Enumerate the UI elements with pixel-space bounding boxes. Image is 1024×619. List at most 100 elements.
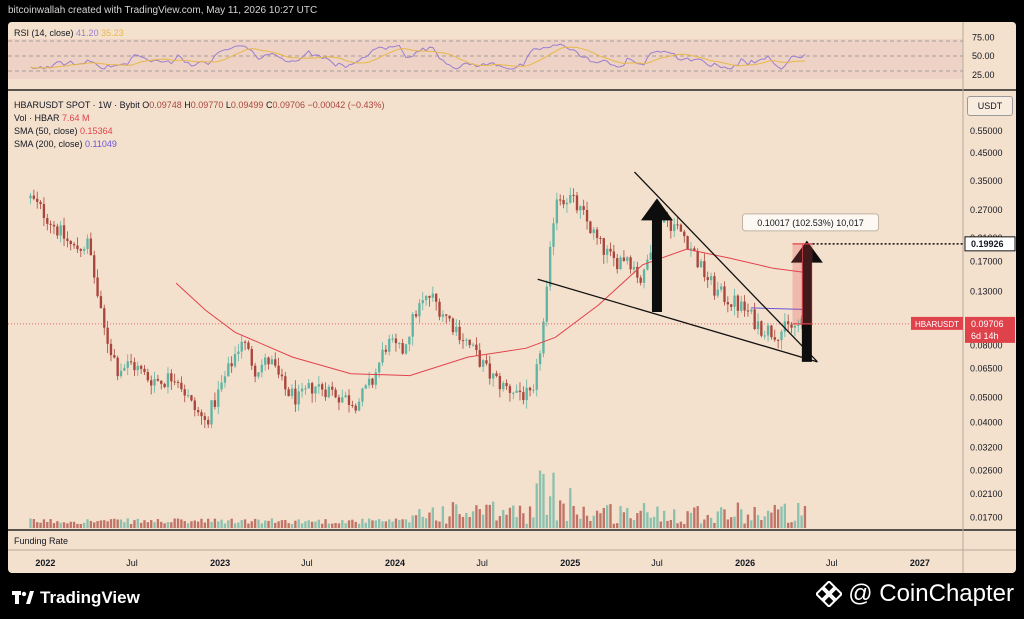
volume-bar: [284, 519, 287, 528]
volume-bar: [260, 523, 264, 528]
volume-bar: [746, 514, 750, 528]
candle-body: [414, 314, 418, 317]
candle-body: [753, 309, 756, 330]
candle-body: [783, 321, 787, 332]
candle-body: [233, 354, 237, 367]
volume-bar: [522, 513, 525, 528]
candle-body: [217, 389, 220, 407]
volume-bar: [548, 496, 552, 528]
symbol-price-tag: HBARUSDT 0.09706 6d 14h: [911, 316, 1015, 343]
volume-bar: [93, 522, 96, 528]
volume-bar: [217, 521, 220, 528]
volume-bar: [264, 520, 267, 528]
candle-body: [93, 255, 96, 278]
volume-bar: [367, 518, 371, 528]
candle-body: [257, 372, 260, 377]
volume-bar: [240, 520, 243, 528]
candle-body: [294, 388, 297, 405]
current-price-tag-box: [965, 316, 1015, 343]
volume-bar: [636, 513, 639, 528]
candle-body: [404, 344, 408, 354]
candle-body: [243, 341, 247, 343]
candle-body: [699, 261, 703, 268]
volume-bar: [89, 520, 93, 528]
volume-bar: [424, 518, 428, 528]
volume-bar: [334, 522, 337, 528]
volume-bar: [193, 520, 196, 528]
candle-body: [733, 295, 736, 307]
volume-bar: [783, 503, 787, 528]
volume-bar: [344, 523, 347, 528]
volume-bar: [398, 520, 401, 528]
candle-body: [773, 337, 776, 340]
price-tick-label: 0.27000: [970, 205, 1003, 215]
volume-bar: [79, 523, 82, 528]
current-price-text: 0.09706: [971, 319, 1004, 329]
close-value: 0.09706: [272, 100, 305, 110]
volume-bar: [455, 504, 458, 528]
candle-body: [750, 309, 753, 312]
volume-bar: [123, 522, 126, 528]
wedge-lower-trendline: [537, 278, 818, 363]
volume-bar: [190, 521, 193, 528]
volume-bar: [589, 520, 592, 528]
candle-body: [32, 195, 36, 199]
volume-bar: [136, 518, 139, 528]
rsi-ma-value: 35.23: [101, 28, 124, 38]
candle-body: [166, 373, 170, 388]
target-tag-text: 0.19926: [971, 239, 1004, 249]
candle-body: [36, 198, 39, 202]
volume-bar: [99, 520, 103, 528]
volume-bar: [321, 523, 324, 528]
volume-bar: [267, 520, 270, 528]
candle-body: [347, 395, 351, 405]
candle-body: [223, 376, 227, 383]
volume-bar: [69, 521, 72, 528]
candle-body: [176, 381, 180, 383]
candle-body: [371, 378, 374, 385]
candle-body: [800, 318, 803, 325]
volume-bar: [609, 504, 612, 528]
candle-body: [575, 195, 579, 211]
candle-body: [548, 246, 552, 287]
candle-body: [170, 373, 173, 382]
projection-label-text: 0.10017 (102.53%) 10,017: [757, 218, 864, 228]
volume-bar: [243, 519, 247, 528]
candle-body: [210, 400, 213, 425]
currency-selector[interactable]: USDT: [967, 96, 1013, 116]
volume-bar: [559, 500, 562, 528]
candle-body: [495, 373, 498, 377]
candle-body: [106, 327, 109, 344]
candle-body: [626, 257, 629, 261]
candle-body: [364, 385, 367, 389]
candle-body: [327, 386, 331, 398]
time-tick-label: 2024: [385, 558, 405, 568]
volume-bar: [485, 504, 488, 528]
candle-body: [770, 325, 773, 338]
volume-bar: [770, 512, 773, 528]
volume-bar: [150, 520, 153, 528]
candle-body: [485, 360, 488, 364]
candle-body: [431, 293, 434, 298]
volume-bar: [528, 506, 532, 528]
volume-bar: [59, 522, 62, 528]
volume-bar: [394, 518, 398, 528]
volume-bar: [458, 514, 461, 528]
chart-svg[interactable]: 75.0050.0025.000.700000.550000.450000.35…: [8, 22, 1016, 573]
volume-bar: [491, 501, 495, 528]
volume-bar: [384, 521, 388, 528]
coinchapter-watermark: @ CoinChapter: [816, 580, 1014, 608]
volume-bar: [274, 522, 277, 528]
volume-bar: [46, 521, 49, 528]
candle-body: [498, 376, 502, 390]
candle-body: [508, 386, 512, 393]
volume-bar: [42, 519, 46, 528]
candle-body: [545, 286, 548, 322]
chart-area[interactable]: 75.0050.0025.000.700000.550000.450000.35…: [8, 22, 1016, 573]
volume-bar: [374, 520, 377, 528]
volume-bar: [186, 523, 190, 528]
volume-bar: [438, 521, 441, 528]
candle-body: [274, 359, 277, 366]
candle-body: [183, 389, 186, 396]
volume-value: 7.64 M: [62, 113, 90, 123]
